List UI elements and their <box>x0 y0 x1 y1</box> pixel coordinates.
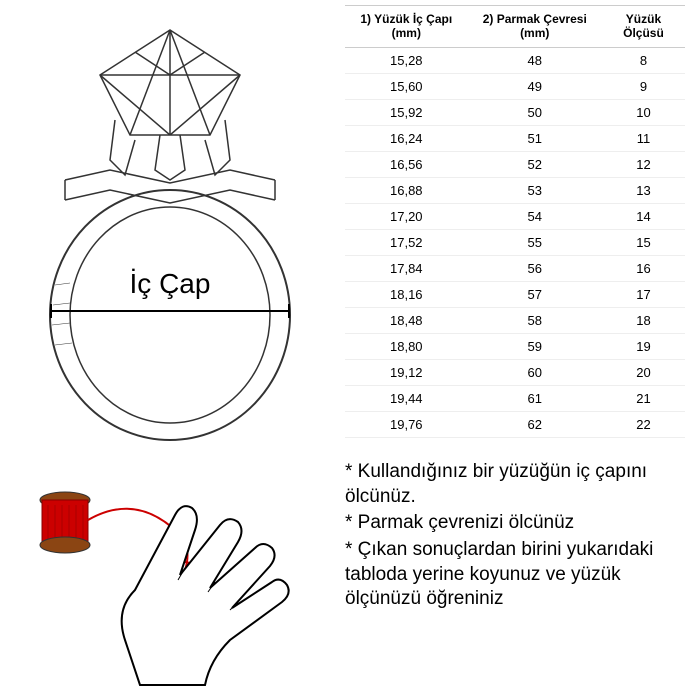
table-cell: 8 <box>602 47 685 73</box>
table-cell: 22 <box>602 411 685 437</box>
hand-diagram <box>0 450 340 700</box>
table-cell: 57 <box>468 281 602 307</box>
table-cell: 51 <box>468 125 602 151</box>
table-cell: 19 <box>602 333 685 359</box>
table-row: 18,485818 <box>345 307 685 333</box>
note-1: * Kullandığınız bir yüzüğün iç çapını öl… <box>345 460 685 509</box>
table-cell: 18,80 <box>345 333 468 359</box>
table-row: 17,845616 <box>345 255 685 281</box>
table-cell: 49 <box>468 73 602 99</box>
table-cell: 17,20 <box>345 203 468 229</box>
table-cell: 16,88 <box>345 177 468 203</box>
table-cell: 14 <box>602 203 685 229</box>
table-row: 15,60499 <box>345 73 685 99</box>
table-row: 19,446121 <box>345 385 685 411</box>
hand-icon <box>10 460 330 690</box>
table-row: 19,766222 <box>345 411 685 437</box>
table-cell: 17,52 <box>345 229 468 255</box>
table-cell: 19,76 <box>345 411 468 437</box>
table-cell: 9 <box>602 73 685 99</box>
table-cell: 15,28 <box>345 47 468 73</box>
table-row: 17,205414 <box>345 203 685 229</box>
hand-outline <box>122 506 289 685</box>
col-header-diameter: 1) Yüzük İç Çapı (mm) <box>345 6 468 48</box>
table-cell: 19,44 <box>345 385 468 411</box>
table-row: 15,28488 <box>345 47 685 73</box>
table-cell: 55 <box>468 229 602 255</box>
col-header-circumference: 2) Parmak Çevresi (mm) <box>468 6 602 48</box>
table-cell: 60 <box>468 359 602 385</box>
table-cell: 11 <box>602 125 685 151</box>
ring-icon <box>10 5 330 445</box>
table-cell: 53 <box>468 177 602 203</box>
col-header-size: Yüzük Ölçüsü <box>602 6 685 48</box>
table-cell: 54 <box>468 203 602 229</box>
table-cell: 10 <box>602 99 685 125</box>
table-cell: 16 <box>602 255 685 281</box>
table-cell: 20 <box>602 359 685 385</box>
table-cell: 16,56 <box>345 151 468 177</box>
table-cell: 56 <box>468 255 602 281</box>
table-cell: 59 <box>468 333 602 359</box>
table-cell: 17,84 <box>345 255 468 281</box>
table-cell: 58 <box>468 307 602 333</box>
table-cell: 61 <box>468 385 602 411</box>
note-3: * Çıkan sonuçlardan birini yukarıdaki ta… <box>345 538 685 612</box>
table-cell: 13 <box>602 177 685 203</box>
table-cell: 21 <box>602 385 685 411</box>
table-cell: 16,24 <box>345 125 468 151</box>
table-row: 15,925010 <box>345 99 685 125</box>
table-row: 16,245111 <box>345 125 685 151</box>
table-cell: 17 <box>602 281 685 307</box>
table-cell: 18,48 <box>345 307 468 333</box>
note-2: * Parmak çevrenizi ölcünüz <box>345 511 685 536</box>
table-cell: 52 <box>468 151 602 177</box>
ring-diagram: İç Çap <box>0 0 340 450</box>
size-table-section: 1) Yüzük İç Çapı (mm) 2) Parmak Çevresi … <box>340 0 700 450</box>
table-cell: 15,92 <box>345 99 468 125</box>
table-cell: 15 <box>602 229 685 255</box>
table-cell: 18,16 <box>345 281 468 307</box>
table-row: 17,525515 <box>345 229 685 255</box>
table-cell: 62 <box>468 411 602 437</box>
table-row: 18,165717 <box>345 281 685 307</box>
table-cell: 48 <box>468 47 602 73</box>
size-table: 1) Yüzük İç Çapı (mm) 2) Parmak Çevresi … <box>345 5 685 438</box>
table-cell: 50 <box>468 99 602 125</box>
table-cell: 19,12 <box>345 359 468 385</box>
table-row: 16,565212 <box>345 151 685 177</box>
instructions: * Kullandığınız bir yüzüğün iç çapını öl… <box>340 450 700 700</box>
table-cell: 12 <box>602 151 685 177</box>
table-row: 18,805919 <box>345 333 685 359</box>
table-row: 19,126020 <box>345 359 685 385</box>
diameter-label: İç Çap <box>130 268 211 300</box>
diameter-line <box>50 310 290 312</box>
table-cell: 18 <box>602 307 685 333</box>
table-row: 16,885313 <box>345 177 685 203</box>
table-cell: 15,60 <box>345 73 468 99</box>
